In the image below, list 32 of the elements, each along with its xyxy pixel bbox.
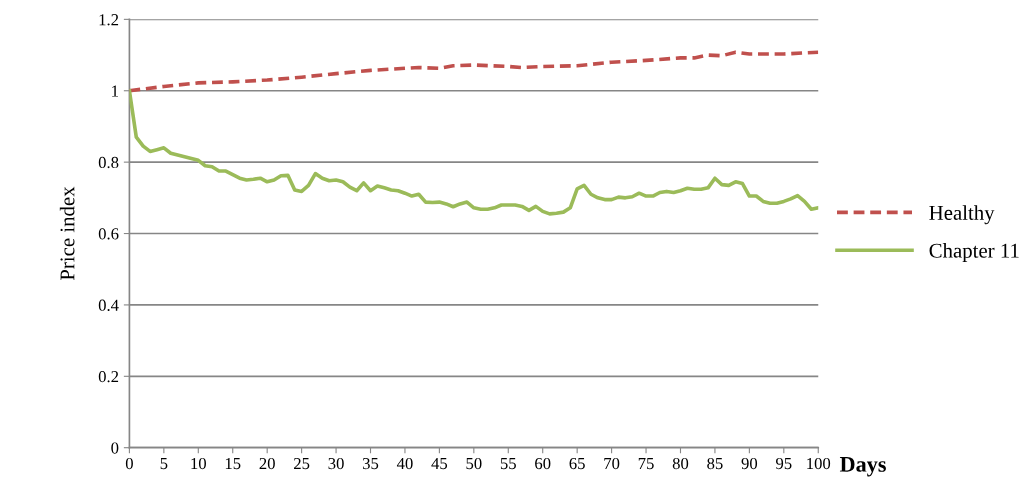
x-tick-label: 35 — [362, 457, 379, 470]
x-tick-label: 40 — [396, 457, 413, 470]
x-tick-label: 45 — [431, 458, 448, 470]
x-tick-label: 65 — [569, 457, 585, 470]
x-tick-label: 30 — [328, 457, 344, 470]
x-tick-label: 95 — [776, 457, 792, 470]
x-tick-label: 70 — [604, 457, 620, 470]
x-tick-label: 100 — [807, 457, 831, 470]
x-tick-label: 50 — [466, 457, 482, 470]
x-tick-label: 90 — [741, 457, 758, 470]
x-tick-label: 80 — [672, 457, 689, 470]
y-tick-label: 0.6 — [98, 228, 119, 240]
y-tick-label: 0.8 — [98, 156, 119, 169]
legend-label: Healthy — [929, 205, 995, 225]
y-tick-label: 0.4 — [98, 299, 119, 311]
x-tick-label: 0 — [125, 457, 133, 470]
y-tick-label: 0 — [111, 442, 119, 454]
x-tick-label: 85 — [707, 457, 723, 470]
x-tick-label: 10 — [191, 457, 206, 470]
x-tick-label: 15 — [225, 457, 241, 470]
x-tick-label: 75 — [638, 458, 654, 470]
x-tick-label: 20 — [259, 457, 275, 470]
x-tick-label: 25 — [294, 457, 310, 470]
legend-label: Chapter 11 — [929, 243, 1019, 262]
x-tick-label: 60 — [535, 457, 551, 470]
y-tick-label: 0.2 — [98, 371, 119, 383]
x-tick-label: 55 — [500, 458, 516, 470]
x-tick-label: 5 — [160, 458, 168, 470]
x-axis-title: Days — [839, 457, 886, 477]
y-axis-title: Price index — [59, 186, 75, 281]
y-tick-label: 1 — [112, 85, 118, 97]
y-tick-label: 1.2 — [99, 14, 119, 26]
